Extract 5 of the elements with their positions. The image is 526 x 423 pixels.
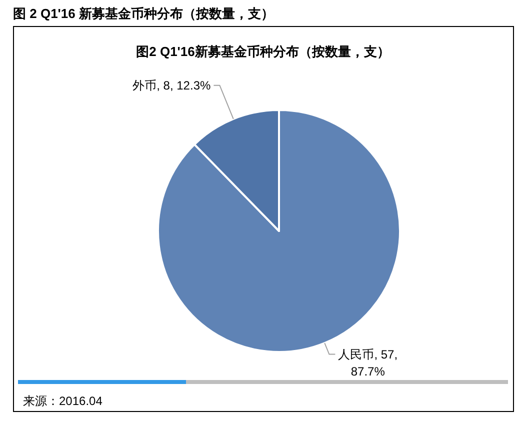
slice-label: 外币, 8, 12.3% bbox=[132, 78, 211, 92]
chart-title: 图 2 Q1'16 新募基金币种分布（按数量，支） bbox=[13, 6, 274, 21]
chart-subtitle: 图2 Q1'16新募基金币种分布（按数量，支） bbox=[136, 44, 390, 59]
source-note: 来源：2016.04 bbox=[23, 394, 103, 408]
slice-label: 人民币, 57, 87.7% bbox=[338, 347, 398, 378]
